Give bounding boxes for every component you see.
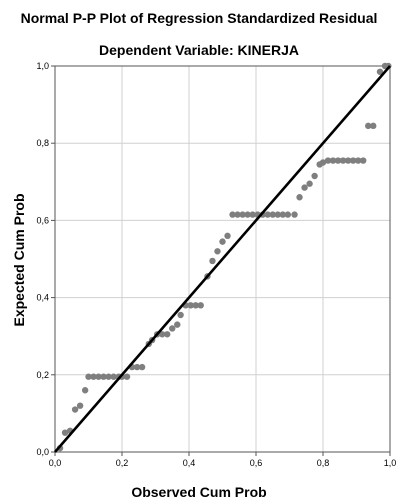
data-point (174, 321, 181, 328)
x-axis-label: Observed Cum Prob (131, 484, 267, 500)
y-tick-label: 0,8 (36, 138, 49, 148)
data-point (214, 248, 221, 255)
data-point (209, 257, 216, 265)
data-point (110, 373, 117, 380)
x-tick-label: 1,0 (384, 458, 397, 468)
data-point (138, 363, 146, 371)
y-tick-label: 0,4 (36, 293, 49, 303)
data-point (370, 122, 377, 130)
data-point (192, 302, 199, 309)
data-point (164, 331, 171, 338)
data-point (169, 325, 176, 332)
data-point (81, 387, 89, 394)
data-point (85, 373, 92, 380)
data-point (360, 157, 367, 164)
data-point (90, 373, 97, 380)
data-point (324, 157, 332, 164)
data-point (76, 402, 84, 409)
y-axis-label: Expected Cum Prob (11, 193, 27, 327)
data-point (329, 157, 337, 164)
x-tick-label: 0,2 (116, 458, 129, 468)
data-point (354, 157, 362, 164)
data-point (319, 159, 327, 166)
data-point (244, 211, 251, 218)
data-point (344, 157, 352, 164)
reference-line (54, 65, 391, 453)
data-point (269, 211, 276, 218)
data-point (234, 211, 241, 218)
x-tick-label: 0,4 (183, 458, 196, 468)
y-tick-label: 0,0 (36, 447, 49, 457)
data-point (274, 211, 281, 218)
data-point (105, 373, 112, 380)
data-point (284, 211, 292, 218)
data-point (376, 68, 384, 75)
data-point (279, 211, 286, 218)
x-tick-label: 0,0 (49, 458, 62, 468)
data-point (159, 331, 166, 338)
data-point (224, 232, 231, 240)
data-point (187, 302, 194, 309)
y-tick-label: 0,6 (36, 215, 49, 225)
data-point (339, 157, 347, 164)
data-point (71, 406, 79, 413)
data-point (349, 157, 357, 164)
plot-frame (54, 65, 391, 453)
data-point (133, 363, 141, 371)
data-point (123, 373, 131, 380)
data-point (239, 211, 246, 218)
chart-title: Normal P-P Plot of Regression Standardiz… (20, 10, 378, 26)
x-tick-label: 0,6 (250, 458, 263, 468)
data-point (249, 211, 256, 218)
x-tick-label: 0,8 (317, 458, 330, 468)
data-point (61, 429, 69, 436)
data-point (177, 311, 184, 319)
data-point (301, 184, 308, 191)
y-tick-label: 1,0 (36, 61, 49, 71)
data-point (219, 238, 226, 245)
y-tick-label: 0,2 (36, 370, 49, 380)
data-point (365, 122, 372, 130)
data-point (229, 211, 236, 218)
chart-subtitle: Dependent Variable: KINERJA (99, 42, 299, 58)
data-point (197, 302, 204, 309)
data-point (100, 373, 107, 380)
data-point (291, 211, 298, 218)
data-point (296, 194, 303, 201)
data-point (264, 211, 271, 218)
data-point (95, 373, 102, 380)
data-point (311, 172, 318, 180)
data-point (334, 157, 342, 164)
data-point (306, 180, 313, 187)
